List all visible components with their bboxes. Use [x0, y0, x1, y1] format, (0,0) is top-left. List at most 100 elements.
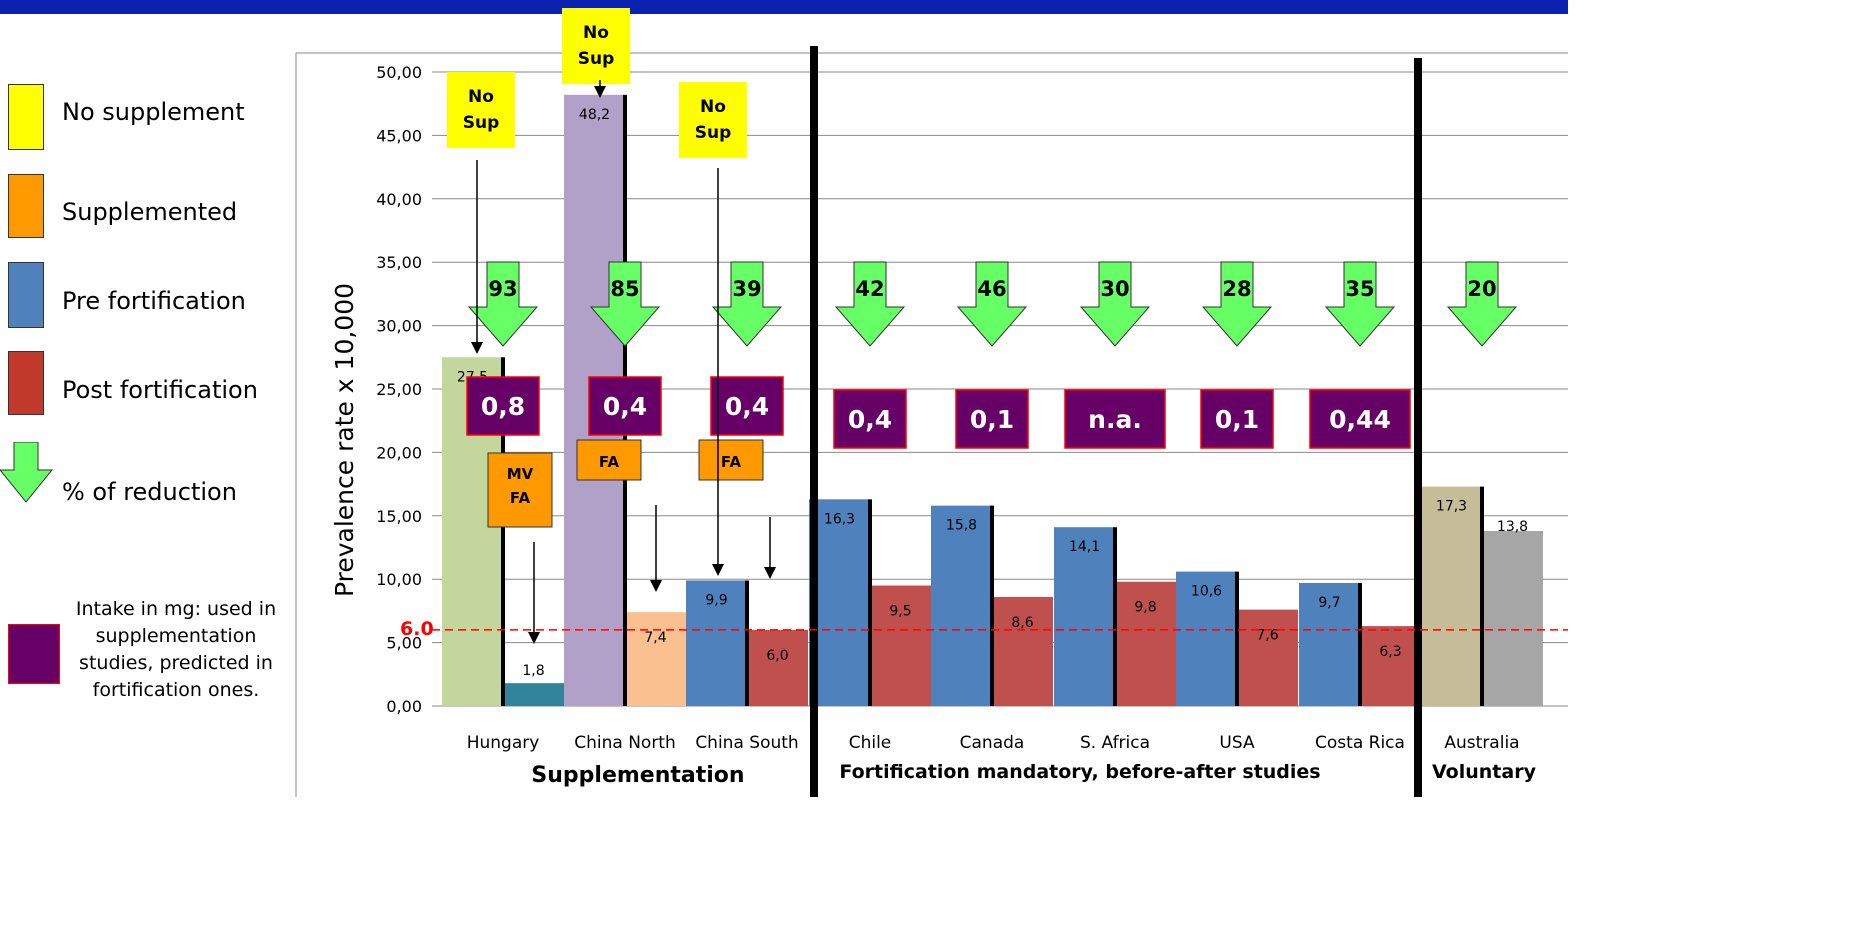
supplemented-label-box — [576, 439, 642, 481]
legend-swatch-pre-fortification — [8, 262, 44, 328]
y-tick-label: 10,00 — [376, 570, 422, 589]
bar-data-label: 6,0 — [766, 648, 788, 664]
section-label: Supplementation — [531, 763, 744, 788]
section-label: Voluntary — [1432, 761, 1537, 783]
chart: 0,00 5,00 10,00 15,00 20,00 25,00 30,00 35,00 40… — [295, 8, 1568, 797]
reduction-arrow-icon — [589, 261, 661, 347]
intake-value: 0,4 — [725, 392, 769, 421]
no-supplement-label: No — [700, 97, 726, 117]
x-tick-label: China North — [574, 733, 676, 753]
no-supplement-label: Sup — [578, 49, 615, 69]
y-tick-label: 20,00 — [376, 443, 422, 462]
y-axis-title: Prevalence rate x 10,000 — [330, 283, 359, 597]
reduction-arrow-icon — [956, 261, 1028, 347]
legend: No supplement Supplemented Pre fortifica… — [0, 0, 300, 797]
supplemented-label: FA — [599, 453, 620, 471]
y-tick-label: 25,00 — [376, 380, 422, 399]
no-supplement-label: Sup — [695, 123, 732, 143]
bar-data-label: 16,3 — [824, 511, 855, 527]
bar-data-label: 10,6 — [1191, 584, 1222, 600]
bar-data-label: 6,3 — [1379, 644, 1401, 660]
x-tick-label: Australia — [1444, 733, 1519, 753]
bar — [1176, 571, 1237, 706]
reduction-value: 35 — [1345, 277, 1374, 301]
bar-data-label: 7,4 — [644, 630, 666, 646]
pointer-arrow-head — [528, 632, 540, 644]
intake-box — [955, 389, 1029, 449]
legend-label-reduction: % of reduction — [62, 478, 237, 506]
legend-swatch-post-fortification — [8, 351, 44, 415]
bar — [870, 585, 931, 706]
legend-label-post-fortification: Post fortification — [62, 376, 258, 404]
bar-data-label: 13,8 — [1497, 519, 1528, 535]
bar-data-label: 9,7 — [1318, 595, 1340, 611]
bar — [931, 505, 992, 706]
reduction-arrow-icon — [711, 261, 783, 347]
y-tick-label: 35,00 — [376, 253, 422, 272]
reduction-arrow-icon — [467, 261, 539, 347]
no-supplement-label-box — [447, 72, 515, 148]
bar-data-label: 9,5 — [889, 604, 911, 620]
bar — [747, 629, 808, 706]
bar — [1299, 583, 1360, 706]
bar — [1360, 626, 1421, 706]
intake-value: 0,1 — [1215, 405, 1259, 434]
intake-box — [1064, 389, 1166, 449]
bar — [1482, 531, 1543, 706]
bar-data-label: 1,8 — [522, 663, 544, 679]
pointer-arrow-head — [594, 86, 606, 98]
bar — [1115, 581, 1176, 706]
intake-value: 0,1 — [970, 405, 1014, 434]
pointer-arrow-head — [764, 567, 776, 579]
legend-swatch-supplemented — [8, 174, 44, 238]
bar — [992, 596, 1053, 706]
reduction-value: 39 — [732, 277, 761, 301]
x-tick-label: Chile — [849, 733, 892, 753]
legend-reduction-arrow-icon — [0, 442, 54, 503]
threshold-label: 6.0 — [400, 618, 434, 640]
intake-box — [466, 376, 540, 436]
bar-data-label: 15,8 — [946, 518, 977, 534]
x-tick-label: USA — [1219, 733, 1255, 753]
y-tick-label: 50,00 — [376, 63, 422, 82]
no-supplement-label: No — [583, 23, 609, 43]
y-tick-label: 5,00 — [386, 634, 422, 653]
y-tick-label: 30,00 — [376, 317, 422, 336]
bar-data-label: 7,6 — [1256, 628, 1278, 644]
supplemented-label-box — [698, 439, 764, 481]
supplemented-label: FA — [510, 489, 531, 507]
no-supplement-label-box — [562, 8, 630, 84]
supplemented-label: FA — [721, 453, 742, 471]
bar — [1237, 609, 1298, 706]
top-banner — [0, 0, 1568, 14]
legend-label-no-supplement: No supplement — [62, 98, 245, 126]
intake-box — [833, 389, 907, 449]
intake-value: 0,4 — [848, 405, 892, 434]
legend-label-supplemented: Supplemented — [62, 198, 238, 226]
y-tick-label: 0,00 — [386, 697, 422, 716]
pointer-arrow-head — [712, 564, 724, 576]
no-supplement-label-box — [679, 82, 747, 158]
pointer-arrow-head — [650, 580, 662, 592]
intake-value: 0,8 — [481, 392, 525, 421]
intake-box — [1200, 389, 1274, 449]
intake-box — [1309, 389, 1411, 449]
bar — [1054, 527, 1115, 706]
x-tick-label: Canada — [960, 733, 1025, 753]
bar — [503, 683, 564, 706]
section-label: Fortification mandatory, before-after st… — [839, 761, 1320, 783]
legend-swatch-no-supplement — [8, 84, 44, 150]
bar-data-label: 14,1 — [1069, 539, 1100, 555]
reduction-arrow-icon — [834, 261, 906, 347]
legend-label-intake: Intake in mg: used in supplementation st… — [75, 598, 277, 701]
y-tick-label: 15,00 — [376, 507, 422, 526]
reduction-arrow-icon — [1446, 261, 1518, 347]
intake-value: 0,4 — [603, 392, 647, 421]
reduction-arrow-icon — [1079, 261, 1151, 347]
x-tick-label: China South — [695, 733, 798, 753]
supplemented-label: MV — [507, 465, 534, 483]
bar — [1421, 486, 1482, 706]
bar — [625, 612, 686, 706]
legend-label-pre-fortification: Pre fortification — [62, 287, 246, 315]
y-tick-label: 45,00 — [376, 126, 422, 145]
